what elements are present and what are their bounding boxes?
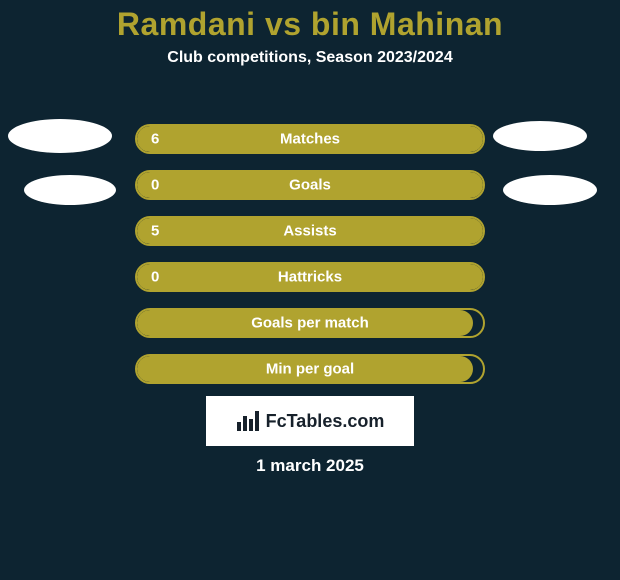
stat-row: 5Assists	[135, 216, 485, 246]
stat-row: 0Goals	[135, 170, 485, 200]
comparison-infographic: Ramdani vs bin Mahinan Club competitions…	[0, 0, 620, 580]
stat-row-label: Min per goal	[137, 361, 483, 378]
stat-row: Min per goal	[135, 354, 485, 384]
subtitle: Club competitions, Season 2023/2024	[0, 49, 620, 67]
page-title: Ramdani vs bin Mahinan	[0, 0, 620, 43]
brand-bars-icon	[236, 410, 262, 432]
brand-text: FcTables.com	[266, 411, 385, 432]
stat-row-label: Matches	[137, 131, 483, 148]
stat-row: 0Hattricks	[135, 262, 485, 292]
stat-rows: 6Matches 0Goals 5Assists 0Hattricks Goals pe…	[0, 124, 620, 400]
stat-row-label: Hattricks	[137, 269, 483, 286]
stat-row-label: Goals per match	[137, 315, 483, 332]
snapshot-date: 1 march 2025	[0, 456, 620, 476]
brand-badge: FcTables.com	[206, 396, 414, 446]
stat-row: 6Matches	[135, 124, 485, 154]
stat-row-label: Goals	[137, 177, 483, 194]
stat-row-label: Assists	[137, 223, 483, 240]
stat-row: Goals per match	[135, 308, 485, 338]
